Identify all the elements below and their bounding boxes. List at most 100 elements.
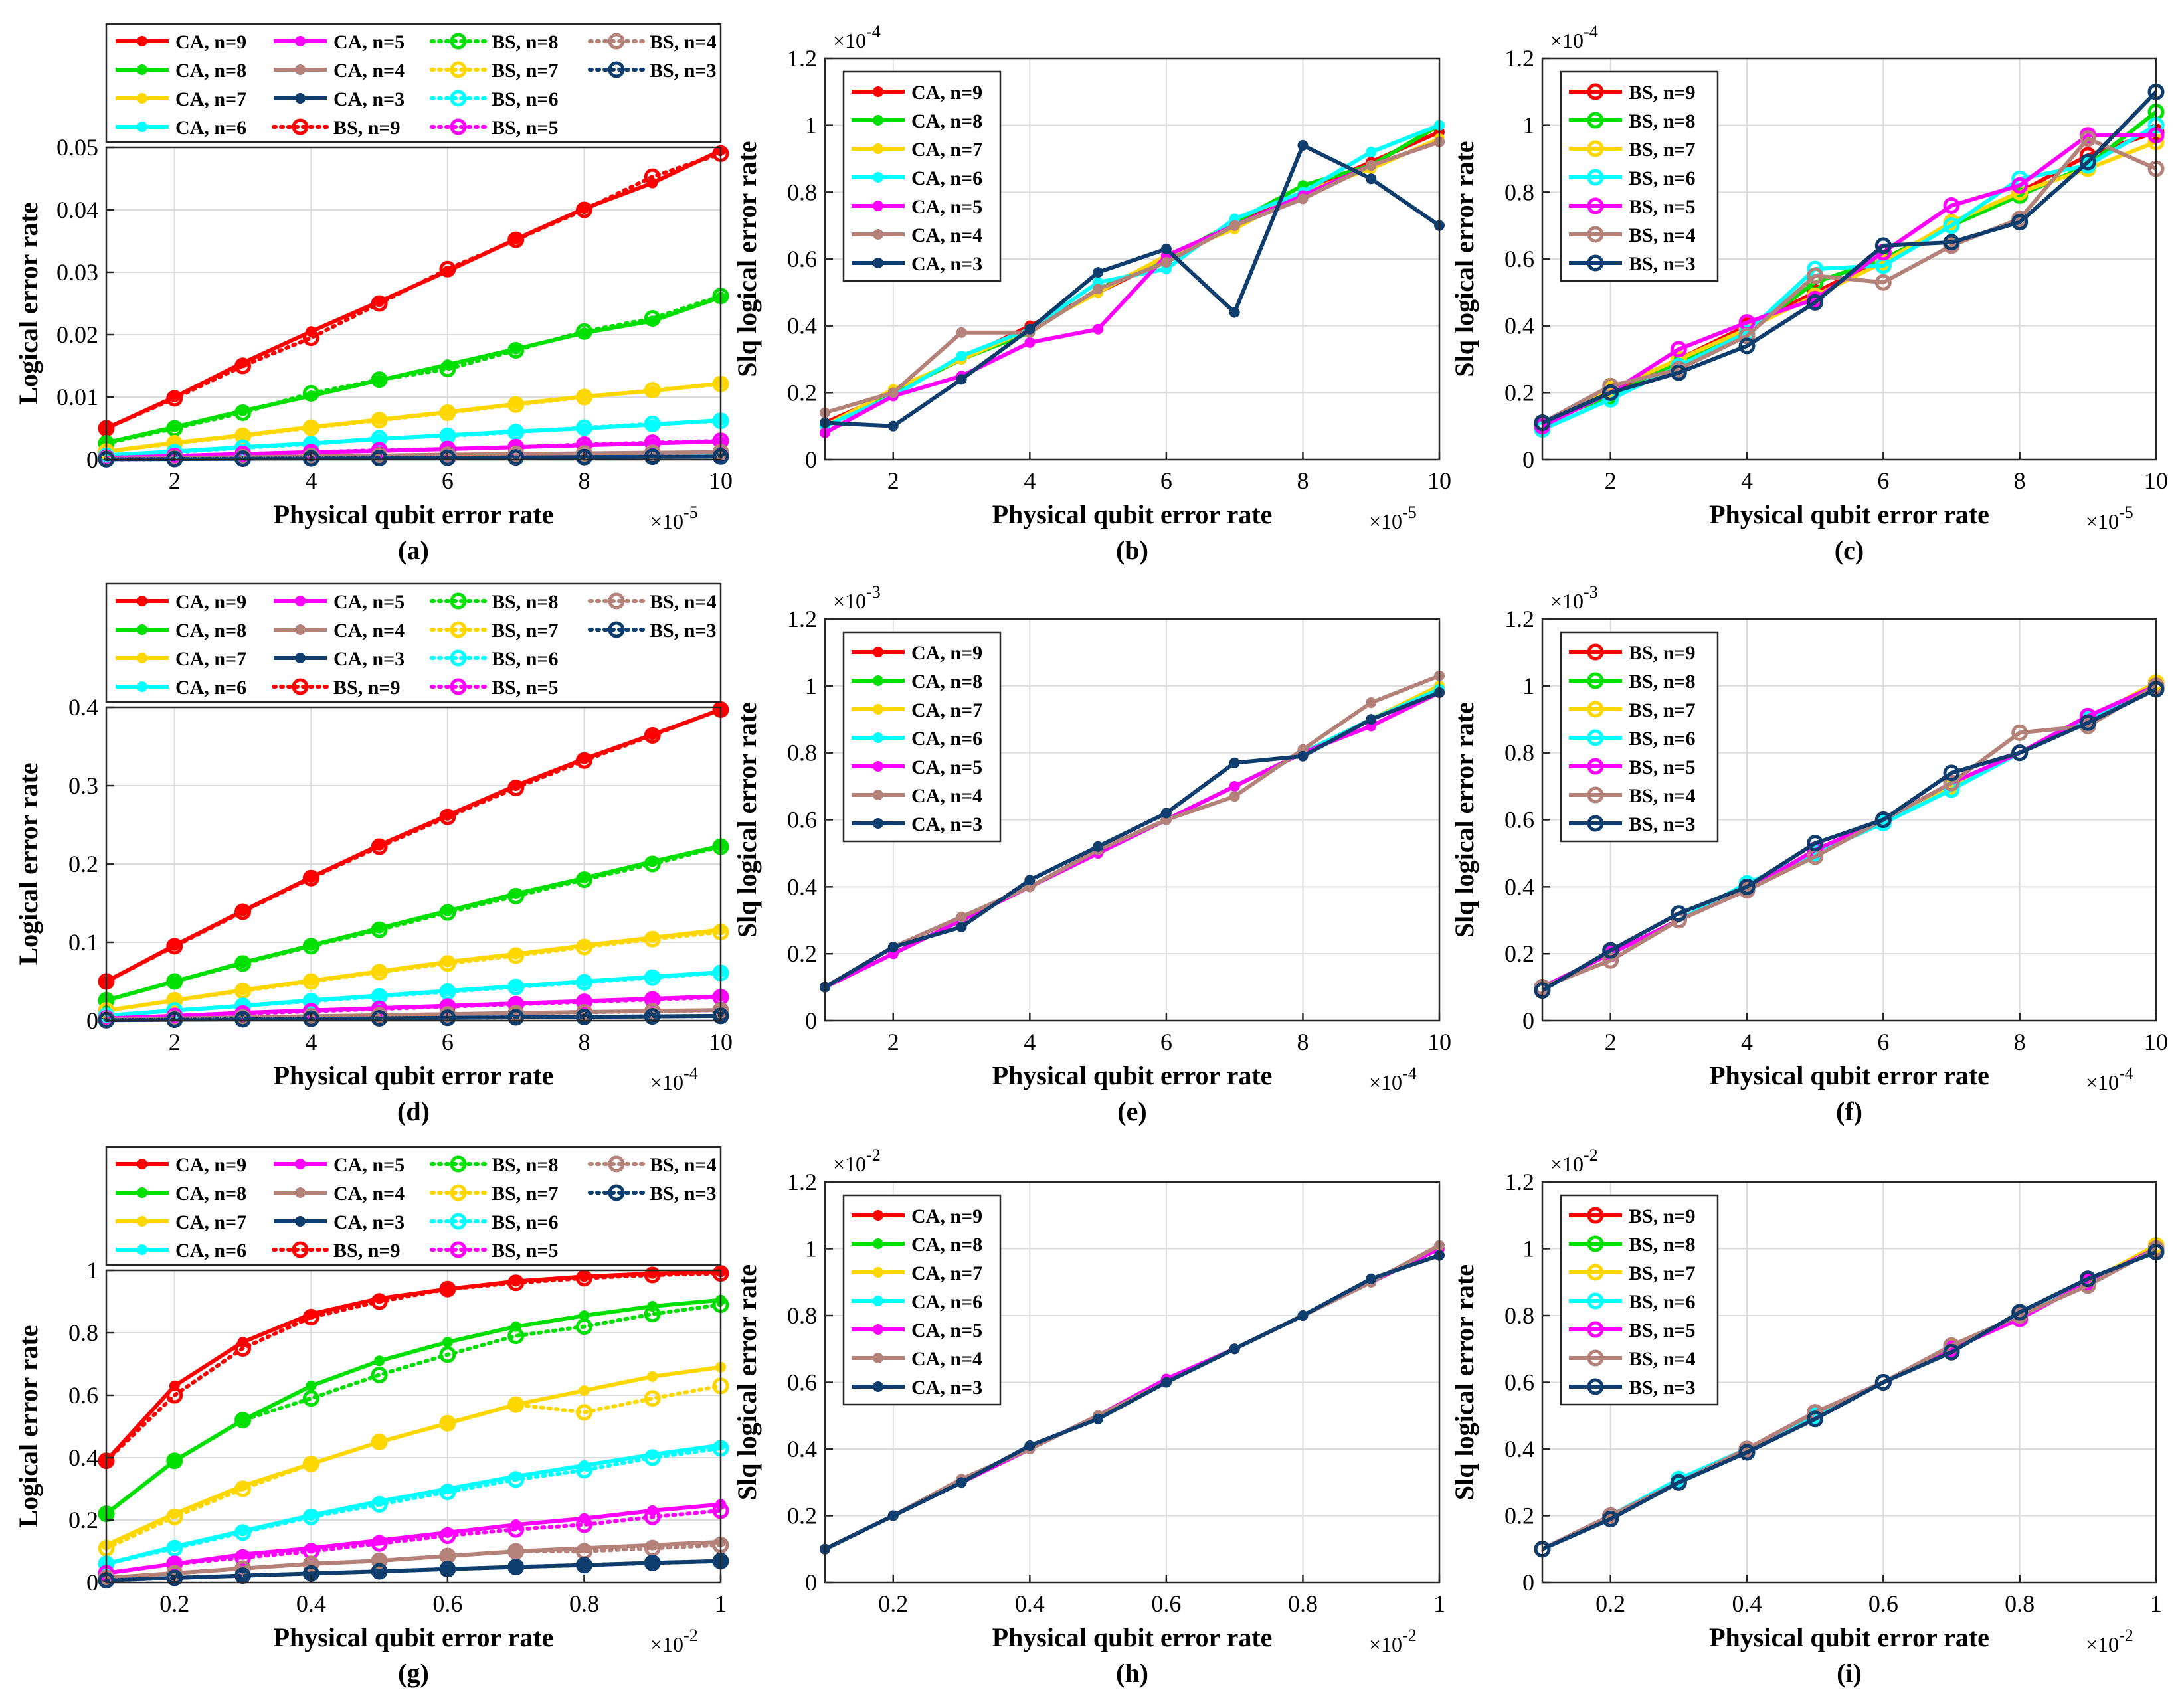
x-exponent-base: ×10 [1369, 509, 1402, 533]
legend-label: CA, n=8 [175, 1183, 246, 1205]
data-point [956, 327, 967, 338]
x-tick-label: 10 [709, 468, 733, 494]
y-tick-label: 0.4 [1504, 313, 1534, 339]
legend-swatch-marker [873, 115, 883, 126]
y-tick-label: 0 [1522, 1569, 1534, 1596]
legend-swatch-marker [608, 592, 625, 610]
legend-entry: CA, n=8 [852, 671, 982, 693]
y-tick-label: 0 [86, 446, 98, 473]
x-tick-label: 2 [887, 468, 899, 494]
x-axis-label: Physical qubit error rate [992, 1622, 1273, 1652]
legend-label: BS, n=6 [1629, 728, 1695, 750]
legend-swatch-marker [450, 1155, 467, 1173]
x-exponent-power: -5 [2119, 503, 2133, 522]
data-point [234, 439, 252, 456]
data-point [371, 1563, 388, 1580]
legend-swatch-marker [137, 36, 147, 46]
x-tick-label: 0.8 [2005, 1590, 2035, 1617]
legend-swatch-marker [873, 732, 883, 743]
data-point [439, 449, 456, 466]
legend-swatch-marker [137, 1216, 147, 1227]
legend-swatch-marker [1587, 672, 1604, 689]
data-point [1807, 294, 1824, 311]
data-point [644, 1003, 661, 1020]
legend-label: CA, n=5 [911, 1320, 982, 1341]
data-point [575, 1462, 592, 1479]
data-point [1160, 257, 1172, 268]
data-point [302, 1455, 319, 1472]
data-point [644, 1554, 661, 1571]
legend-entry: BS, n=9 [1569, 642, 1695, 664]
data-point [166, 973, 183, 990]
data-point [439, 1280, 456, 1298]
legend-label: BS, n=4 [1629, 1348, 1695, 1370]
legend-label: BS, n=7 [492, 620, 558, 641]
legend-label: CA, n=6 [175, 1240, 246, 1262]
legend-entry: BS, n=3 [1569, 813, 1695, 835]
legend-entry: CA, n=7 [852, 139, 982, 161]
legend-label: BS, n=4 [1629, 224, 1695, 246]
legend: CA, n=9 CA, n=8 CA, n=7 CA, n=6 CA, n=5 CA, n… [105, 582, 722, 703]
x-tick-label: 2 [1605, 1029, 1617, 1055]
legend-swatch-marker [137, 624, 147, 635]
y-tick-label: 0.4 [787, 313, 817, 339]
legend-label: BS, n=4 [650, 1154, 716, 1176]
y-exponent-label: ×10-4 [1550, 22, 1598, 52]
x-tick-label: 10 [1427, 468, 1451, 494]
y-tick-label: 1.2 [787, 1169, 817, 1195]
legend-label: BS, n=6 [1629, 167, 1695, 189]
y-axis-label: Slq logical error rate [732, 141, 762, 377]
legend-label: CA, n=7 [175, 1211, 246, 1233]
data-point [507, 1327, 525, 1345]
series-line [104, 1508, 723, 1575]
legend-label: BS, n=3 [650, 1183, 716, 1205]
legend-label: BS, n=8 [1629, 1234, 1695, 1256]
legend-entry: CA, n=3 [852, 1377, 982, 1399]
legend-entry: CA, n=4 [852, 1348, 982, 1370]
x-tick-label: 4 [1741, 1029, 1753, 1055]
data-point [575, 871, 592, 889]
legend-label: BS, n=3 [650, 620, 716, 641]
data-point [302, 1508, 319, 1525]
data-point [644, 168, 661, 185]
series-line [824, 1253, 1440, 1551]
legend-label: BS, n=5 [492, 117, 558, 139]
data-point [1024, 337, 1036, 348]
data-point [644, 415, 661, 432]
data-point [1229, 307, 1240, 318]
legend-label: BS, n=7 [1629, 1262, 1695, 1284]
data-point [1160, 808, 1172, 819]
data-point [507, 887, 525, 904]
data-point [1160, 1377, 1172, 1388]
legend: BS, n=9 BS, n=8 BS, n=7 BS, n=6 BS, n=5 BS, n… [1560, 1194, 1719, 1406]
data-point [1229, 781, 1240, 792]
legend-label: BS, n=5 [492, 677, 558, 699]
data-point [575, 388, 592, 406]
data-point [234, 1412, 252, 1429]
data-point [371, 964, 388, 981]
data-point [166, 991, 183, 1009]
legend-entry: CA, n=9 [852, 82, 982, 104]
legend-label: BS, n=8 [1629, 110, 1695, 132]
series-line [104, 1013, 723, 1023]
legend-entry: BS, n=4 [1569, 785, 1695, 807]
data-point [956, 921, 967, 932]
legend-label: CA, n=5 [333, 1154, 405, 1176]
data-point [1366, 714, 1377, 725]
legend-label: BS, n=9 [1629, 642, 1695, 664]
legend-swatch-marker [137, 1187, 147, 1198]
legend-swatch-marker [873, 1238, 883, 1249]
x-tick-label: 6 [1877, 1029, 1889, 1055]
x-tick-label: 8 [578, 468, 590, 494]
y-tick-label: 0.6 [1504, 246, 1534, 272]
legend-swatch-marker [873, 1210, 883, 1221]
data-point [575, 1318, 592, 1335]
series-line [104, 382, 723, 454]
data-point [1297, 750, 1309, 762]
legend-entry: CA, n=7 [116, 648, 246, 670]
y-tick-label: 0.2 [1504, 379, 1534, 406]
y-tick-label: 1 [805, 112, 817, 139]
legend-label: BS, n=9 [1629, 82, 1695, 104]
data-point [575, 752, 592, 769]
legend-entry: BS, n=3 [588, 1183, 716, 1205]
